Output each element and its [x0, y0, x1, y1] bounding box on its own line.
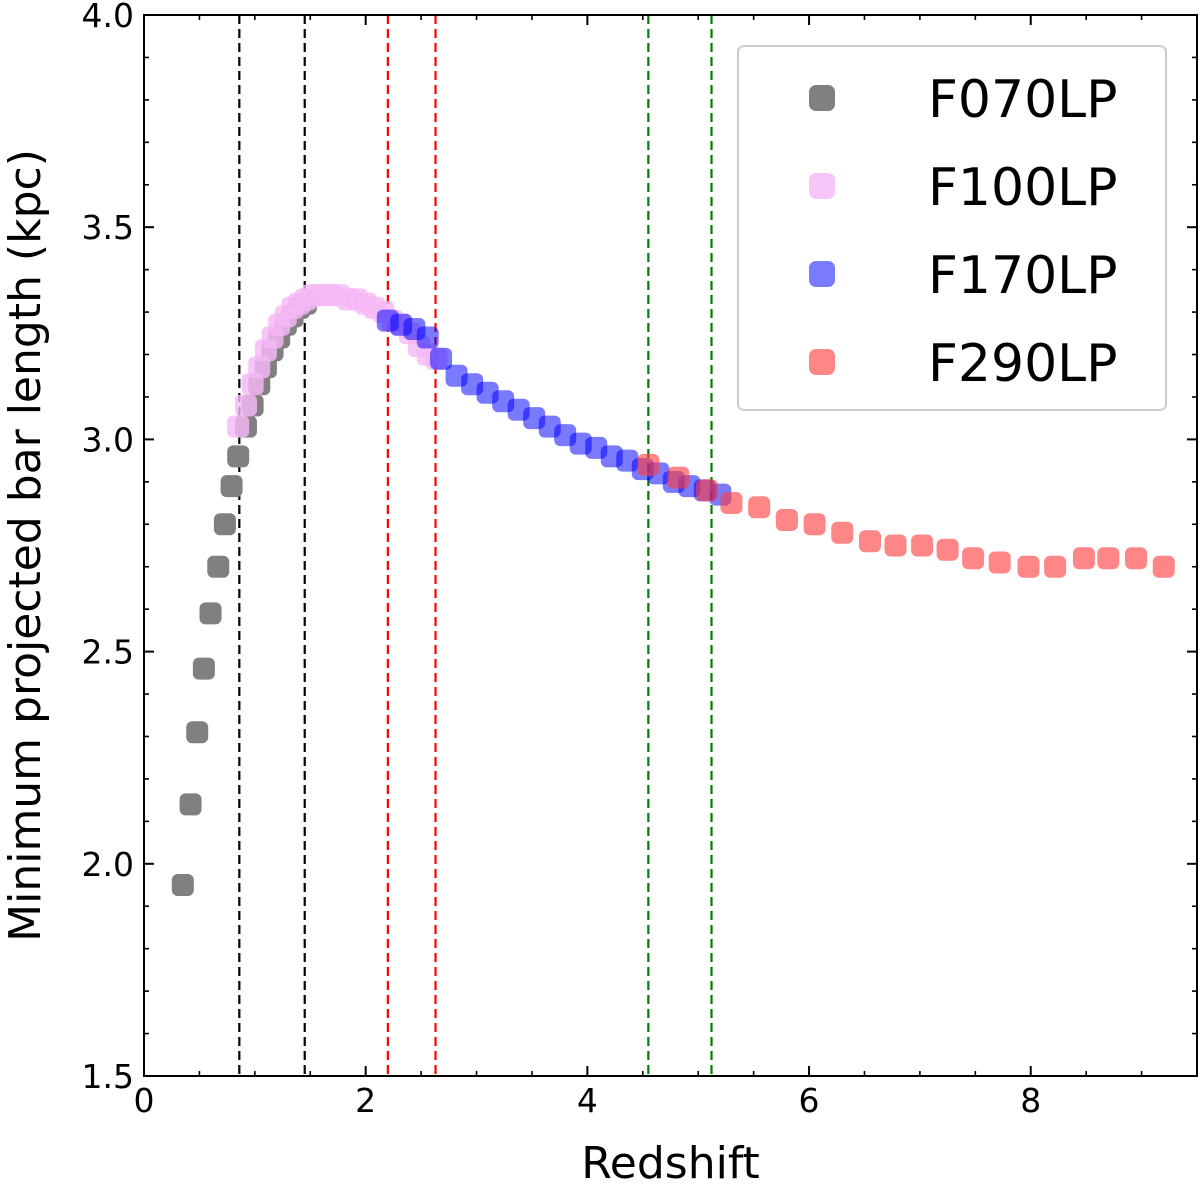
legend-label: F170LP	[928, 246, 1118, 306]
plot-frame	[143, 14, 1198, 1077]
data-point	[1017, 555, 1040, 578]
data-point	[234, 394, 257, 417]
data-point	[696, 479, 719, 502]
data-point	[775, 509, 798, 532]
x-tick-label: 2	[355, 1081, 376, 1120]
data-point	[248, 356, 271, 379]
axis-ticks: 0 2 4 6 8 1.5 2.0 2.5 3.0 3.5 4.0	[82, 0, 1198, 1120]
y-tick-label: 4.0	[82, 0, 134, 35]
legend-item-f170lp: F170LP	[809, 246, 1118, 306]
data-point	[1097, 547, 1120, 570]
data-point	[171, 874, 194, 897]
legend-label: F100LP	[928, 158, 1118, 218]
data-point	[911, 534, 934, 557]
y-axis-label: Minimum projected bar length (kpc)	[0, 149, 51, 942]
data-point	[637, 453, 660, 476]
data-point	[220, 475, 243, 498]
data-point	[186, 721, 209, 744]
y-tick-label: 1.5	[82, 1057, 134, 1096]
legend-marker	[809, 261, 835, 287]
data-point	[667, 466, 690, 489]
legend-item-f100lp: F100LP	[809, 158, 1118, 218]
data-point	[207, 555, 230, 578]
x-tick-label: 8	[1020, 1081, 1041, 1120]
data-points	[171, 284, 1175, 897]
data-point	[720, 492, 743, 515]
data-point	[988, 551, 1011, 574]
x-tick-label: 4	[577, 1081, 598, 1120]
legend: F070LP F100LP F170LP F290LP	[737, 45, 1167, 411]
data-point	[1044, 555, 1067, 578]
data-point	[199, 602, 222, 625]
data-point	[803, 513, 826, 536]
data-point	[430, 347, 453, 370]
data-point	[1152, 555, 1175, 578]
legend-item-f070lp: F070LP	[809, 70, 1118, 130]
data-point	[227, 445, 250, 468]
data-point	[192, 657, 215, 680]
data-point	[884, 534, 907, 557]
x-axis-label: Redshift	[581, 1138, 760, 1184]
legend-marker	[809, 85, 835, 111]
data-point	[859, 530, 882, 553]
y-tick-label: 3.0	[82, 420, 134, 459]
data-point	[227, 415, 250, 438]
legend-label: F070LP	[928, 70, 1118, 130]
vertical-lines	[238, 15, 713, 1076]
y-tick-label: 3.5	[82, 208, 134, 247]
x-tick-label: 0	[134, 1081, 155, 1120]
x-tick-label: 6	[799, 1081, 820, 1120]
data-point	[241, 373, 264, 396]
data-point	[1125, 547, 1148, 570]
legend-box	[737, 45, 1167, 411]
data-point	[213, 513, 236, 536]
data-point	[962, 547, 985, 570]
legend-marker	[809, 349, 835, 375]
y-tick-label: 2.0	[82, 845, 134, 884]
legend-marker	[809, 173, 835, 199]
data-point	[179, 793, 202, 816]
legend-item-f290lp: F290LP	[809, 334, 1118, 394]
data-point	[831, 521, 854, 544]
data-point	[416, 326, 439, 349]
legend-label: F290LP	[928, 334, 1118, 394]
data-point	[936, 538, 959, 561]
data-point	[748, 496, 771, 519]
data-point	[1072, 547, 1095, 570]
y-tick-label: 2.5	[82, 633, 134, 672]
series-f290lp	[637, 453, 1175, 578]
